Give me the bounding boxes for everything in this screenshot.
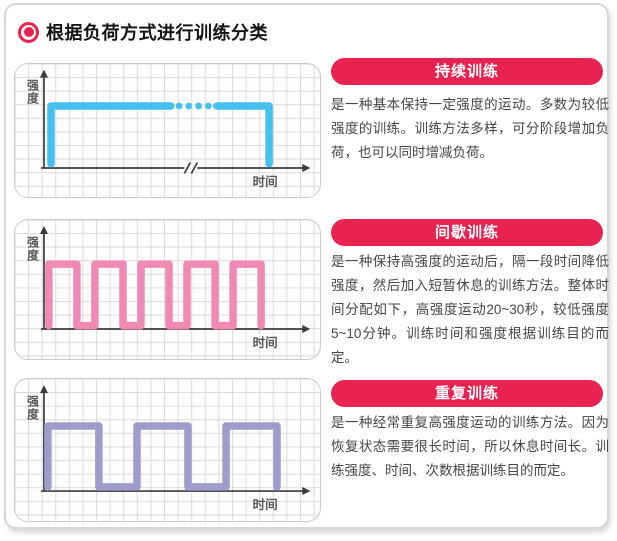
bullet-icon: [18, 21, 39, 43]
bullet-icon-center: [23, 27, 34, 37]
chart-panel-repeat-training: 强度时间: [14, 378, 321, 522]
page-title: 根据负荷方式进行训练分类: [46, 23, 268, 43]
x-axis-label: 时间: [253, 174, 278, 189]
y-axis-label: 强度: [27, 235, 40, 262]
x-axis-label: 时间: [253, 497, 278, 512]
infographic-frame: 根据负荷方式进行训练分类 强度 时间 持续训练 是一种基本保持一定强度的运动。多数…: [4, 3, 609, 529]
chart-panel-interval-training: 强度时间: [14, 219, 321, 360]
section-heading-interval-training: 间歇训练: [331, 219, 603, 246]
chart-panel-continuous-training: 强度时间: [14, 63, 321, 198]
section-body-interval-training: 是一种保持高强度的运动后，隔一段时间降低强度，然后加入短暂休息的训练方法。整体时…: [331, 254, 609, 365]
y-axis-label: 强度: [27, 395, 40, 422]
x-axis-label: 时间: [253, 335, 278, 350]
section-body-continuous-training: 是一种基本保持一定强度的运动。多数为较低强度的训练。训练方法多样，可分阶段增加负…: [331, 97, 609, 160]
section-heading-repeat-training: 重复训练: [331, 380, 603, 407]
y-axis-label: 强度: [27, 79, 40, 106]
page-title-row: 根据负荷方式进行训练分类: [18, 19, 268, 45]
section-heading-continuous-training: 持续训练: [331, 58, 603, 85]
section-body-repeat-training: 是一种经常重复高强度运动的训练方法。因为恢复状态需要很长时间，所以休息时间长。训…: [331, 415, 609, 478]
